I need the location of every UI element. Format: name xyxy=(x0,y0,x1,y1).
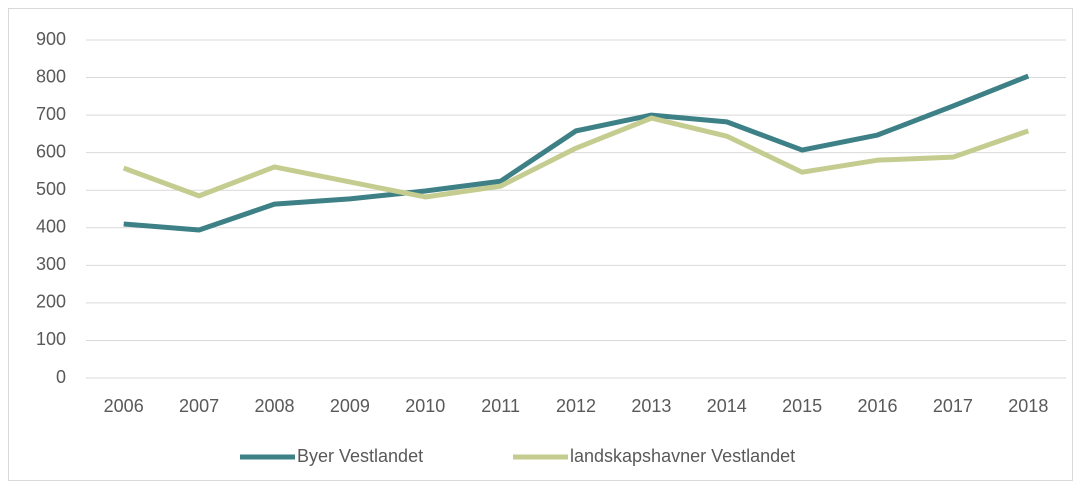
y-tick-label: 400 xyxy=(36,217,66,237)
x-tick-label: 2006 xyxy=(104,396,144,416)
legend-label: Byer Vestlandet xyxy=(297,446,423,466)
x-tick-label: 2015 xyxy=(782,396,822,416)
y-tick-label: 100 xyxy=(36,329,66,349)
x-tick-label: 2011 xyxy=(481,396,520,416)
x-tick-label: 2009 xyxy=(330,396,370,416)
y-tick-label: 0 xyxy=(56,367,66,387)
x-tick-label: 2012 xyxy=(556,396,596,416)
x-tick-label: 2018 xyxy=(1008,396,1048,416)
y-tick-label: 200 xyxy=(36,292,66,312)
x-tick-label: 2014 xyxy=(707,396,747,416)
y-tick-label: 300 xyxy=(36,254,66,274)
x-tick-label: 2016 xyxy=(858,396,898,416)
y-tick-label: 600 xyxy=(36,141,66,161)
x-tick-label: 2008 xyxy=(254,396,294,416)
y-tick-label: 800 xyxy=(36,66,66,86)
x-tick-label: 2007 xyxy=(179,396,219,416)
legend-label: landskapshavner Vestlandet xyxy=(570,446,795,466)
x-tick-label: 2010 xyxy=(405,396,445,416)
y-tick-label: 500 xyxy=(36,179,66,199)
y-tick-label: 700 xyxy=(36,104,66,124)
x-tick-label: 2013 xyxy=(631,396,671,416)
series-line xyxy=(123,73,1030,233)
x-tick-label: 2017 xyxy=(933,396,973,416)
chart-frame xyxy=(8,8,1073,481)
series-line xyxy=(122,115,1030,200)
y-tick-label: 900 xyxy=(36,29,66,49)
